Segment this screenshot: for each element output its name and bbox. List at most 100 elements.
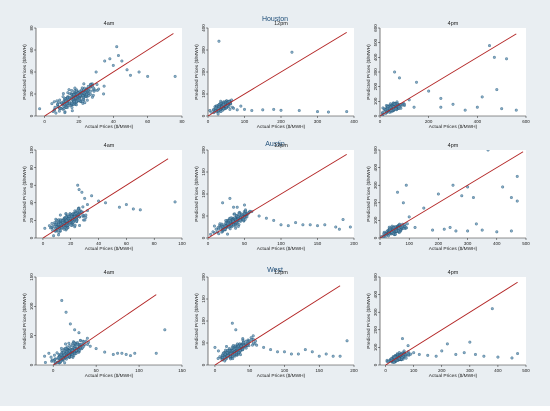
data-point: [254, 339, 258, 343]
x-tick-label: 80: [152, 241, 158, 246]
y-tick-label: 50: [201, 213, 206, 219]
x-tick-label: 400: [474, 119, 482, 124]
data-point: [129, 73, 132, 77]
data-point: [78, 338, 82, 342]
data-point: [68, 322, 72, 326]
data-point: [445, 342, 449, 346]
panel-houston-12pm: 12pm 0 100 200 300 400 0 100 200 300 400 Actual Pri…: [194, 21, 358, 130]
fit-line: [208, 154, 347, 238]
data-point: [308, 223, 312, 227]
data-point: [61, 95, 65, 99]
panel-austin-4pm: 4pm 0 100 200 300 400 500 0 100 200 300 400 500 Actua…: [366, 143, 530, 252]
panel-title: 4am: [104, 270, 115, 276]
data-point: [138, 208, 142, 212]
fit-line: [52, 294, 157, 365]
data-point: [117, 205, 121, 209]
data-point: [163, 328, 167, 332]
data-point: [209, 232, 213, 236]
fit-line: [380, 33, 517, 116]
x-tick-label: 400: [350, 119, 358, 124]
data-point: [103, 350, 107, 354]
panel-title: 4am: [104, 21, 115, 27]
y-tick-label: 200: [373, 199, 378, 207]
panel-title: 4pm: [448, 270, 459, 276]
y-tick-label: 100: [373, 97, 378, 105]
y-axis-label: Predicted Prices ($/MWH): [366, 166, 372, 222]
data-point: [73, 328, 77, 332]
data-point: [471, 196, 475, 199]
data-point: [224, 219, 228, 222]
data-point: [323, 223, 327, 227]
panel-west-4pm: 4pm 0 100 200 300 400 500 0 100 200 300 400 500 Actua…: [366, 270, 530, 379]
y-axis-label: Predicted Prices ($/MWH): [22, 293, 28, 349]
data-point: [90, 194, 94, 198]
y-tick-label: 80: [29, 165, 34, 171]
data-point: [250, 109, 254, 112]
data-point: [488, 44, 491, 48]
x-axis-label: Actual Prices ($/MWH): [257, 246, 306, 252]
data-point: [70, 102, 74, 106]
y-tick-label: 0: [373, 236, 378, 239]
data-point: [68, 344, 72, 348]
x-tick-label: 300: [466, 368, 474, 373]
x-tick-label: 500: [522, 368, 530, 373]
data-point: [232, 106, 235, 110]
data-point: [234, 328, 238, 332]
data-point: [244, 209, 248, 213]
y-tick-label: 0: [373, 363, 378, 366]
data-point: [297, 109, 301, 112]
data-point: [102, 92, 106, 96]
data-point: [104, 201, 107, 205]
x-tick-label: 150: [178, 368, 186, 373]
data-point: [482, 354, 486, 358]
y-tick-label: 500: [373, 273, 378, 281]
data-point: [173, 200, 177, 204]
data-point: [316, 224, 319, 228]
data-point: [211, 108, 215, 112]
data-point: [303, 348, 307, 352]
scatter-points: [213, 321, 349, 363]
data-point: [468, 340, 472, 344]
data-point: [53, 221, 57, 225]
y-tick-label: 100: [201, 90, 206, 98]
data-point: [52, 100, 56, 104]
data-point: [475, 105, 479, 109]
panel-houston-4pm: 4pm 0 200 400 600 0 100 200 300 400 500 600 Actual P…: [366, 21, 530, 130]
x-tick-label: 100: [281, 368, 289, 373]
data-point: [64, 342, 67, 346]
data-point: [228, 107, 232, 111]
data-point: [65, 219, 69, 223]
data-point: [90, 95, 94, 99]
data-point: [412, 351, 416, 355]
data-point: [338, 354, 342, 358]
data-point: [70, 353, 74, 357]
data-point: [392, 360, 396, 364]
data-point: [51, 224, 55, 228]
plot-area: [36, 277, 182, 365]
data-point: [495, 230, 499, 234]
data-point: [73, 347, 77, 350]
data-point: [462, 351, 466, 355]
data-point: [474, 222, 478, 226]
y-tick-label: 0: [201, 236, 206, 239]
y-tick-label: 400: [373, 53, 378, 61]
x-tick-label: 200: [350, 241, 358, 246]
data-point: [500, 107, 504, 111]
data-point: [241, 348, 245, 352]
scatter-points: [380, 44, 518, 116]
data-point: [55, 351, 59, 355]
data-point: [226, 222, 230, 226]
data-point: [63, 111, 67, 115]
data-point: [83, 196, 87, 200]
data-point: [62, 107, 66, 110]
data-point: [490, 307, 494, 311]
data-point: [235, 108, 239, 112]
y-tick-label: 20: [29, 217, 34, 223]
data-point: [56, 356, 60, 360]
data-point: [217, 39, 221, 43]
data-point: [279, 223, 283, 227]
data-point: [216, 349, 220, 353]
data-point: [66, 91, 70, 95]
data-point: [74, 211, 78, 215]
